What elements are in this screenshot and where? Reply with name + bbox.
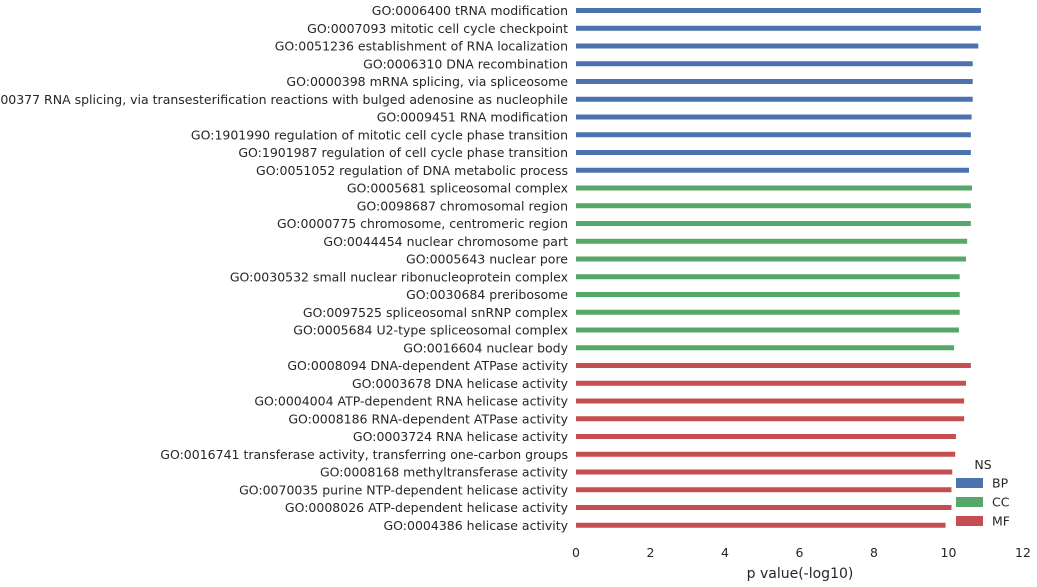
legend-swatch-bp [956,478,983,488]
category-label-19: GO:0005684 U2-type spliceosomal complex [293,323,568,338]
bar-7 [576,114,972,120]
bar-29 [576,505,952,510]
bar-18 [576,309,960,315]
bars-layer [576,8,981,528]
category-label-28: GO:0070035 purine NTP-dependent helicase… [239,482,569,497]
bar-6 [576,96,973,102]
category-label-3: GO:0051236 establishment of RNA localiza… [275,39,568,54]
category-label-11: GO:0005681 spliceosomal complex [347,181,568,196]
x-tick-label-3: 4 [721,545,729,560]
category-label-21: GO:0008094 DNA-dependent ATPase activity [287,358,568,373]
x-tick-labels: 0 2 4 6 8 10 12 [572,545,1031,560]
bar-22 [576,380,967,386]
legend-label-cc: CC [992,495,1010,510]
category-label-12: GO:0098687 chromosomal region [357,198,568,213]
bar-23 [576,398,965,404]
bar-30 [576,522,946,528]
category-label-22: GO:0003678 DNA helicase activity [352,376,569,391]
bar-1 [576,8,981,13]
bar-19 [576,327,959,333]
category-label-15: GO:0005643 nuclear pore [406,252,568,267]
bar-10 [576,167,969,173]
category-label-17: GO:0030684 preribosome [406,287,568,302]
category-label-14: GO:0044454 nuclear chromosome part [323,234,568,249]
bar-15 [576,256,967,262]
category-label-1: GO:0006400 tRNA modification [372,3,568,18]
category-label-26: GO:0016741 transferase activity, transfe… [160,447,568,462]
category-label-23: GO:0004004 ATP-dependent RNA helicase ac… [254,394,568,409]
legend-label-mf: MF [992,514,1010,529]
x-tick-label-4: 6 [796,545,804,560]
category-label-20: GO:0016604 nuclear body [403,340,568,355]
category-label-24: GO:0008186 RNA-dependent ATPase activity [288,411,568,426]
category-label-27: GO:0008168 methyltransferase activity [320,465,569,480]
bar-27 [576,469,953,475]
category-label-10: GO:0051052 regulation of DNA metabolic p… [256,163,568,178]
category-label-30: GO:0004386 helicase activity [383,518,568,533]
category-label-18: GO:0097525 spliceosomal snRNP complex [303,305,568,320]
legend: NS BP CC MF [956,457,1010,529]
bar-9 [576,150,971,155]
bar-3 [576,43,979,49]
bar-4 [576,61,973,67]
legend-swatch-cc [956,497,983,507]
bar-24 [576,416,965,422]
category-label-16: GO:0030532 small nuclear ribonucleoprote… [230,269,568,284]
bar-14 [576,238,968,244]
category-label-29: GO:0008026 ATP-dependent helicase activi… [285,500,569,515]
category-label-5: GO:0000398 mRNA splicing, via spliceosom… [286,74,568,89]
bar-2 [576,25,981,31]
category-label-2: GO:0007093 mitotic cell cycle checkpoint [307,21,568,36]
bar-16 [576,274,960,280]
category-label-9: GO:1901987 regulation of cell cycle phas… [238,145,568,160]
legend-title: NS [974,457,991,472]
bar-21 [576,363,971,368]
x-tick-label-6: 10 [941,545,957,560]
bar-17 [576,292,960,297]
legend-label-bp: BP [992,476,1009,491]
bar-12 [576,203,971,209]
x-tick-label-1: 0 [572,545,580,560]
category-label-25: GO:0003724 RNA helicase activity [353,429,569,444]
bar-20 [576,345,955,351]
x-tick-label-5: 8 [870,545,878,560]
bar-5 [576,79,973,84]
x-tick-label-2: 2 [647,545,655,560]
bar-25 [576,434,956,439]
bar-8 [576,132,971,138]
legend-swatch-mf [956,516,983,526]
bar-11 [576,185,972,191]
bar-28 [576,487,952,493]
bar-26 [576,451,956,457]
category-label-4: GO:0006310 DNA recombination [363,56,568,71]
category-label-7: GO:0009451 RNA modification [377,110,568,125]
category-labels: GO:0006400 tRNA modification GO:0007093 m… [0,3,569,533]
x-tick-label-7: 12 [1015,545,1031,560]
bar-13 [576,221,971,226]
x-axis-title: p value(-log10) [747,566,854,582]
category-label-13: GO:0000775 chromosome, centromeric regio… [277,216,568,231]
category-label-6: GO:0000377 RNA splicing, via transesteri… [0,92,568,107]
category-label-8: GO:1901990 regulation of mitotic cell cy… [191,127,568,142]
